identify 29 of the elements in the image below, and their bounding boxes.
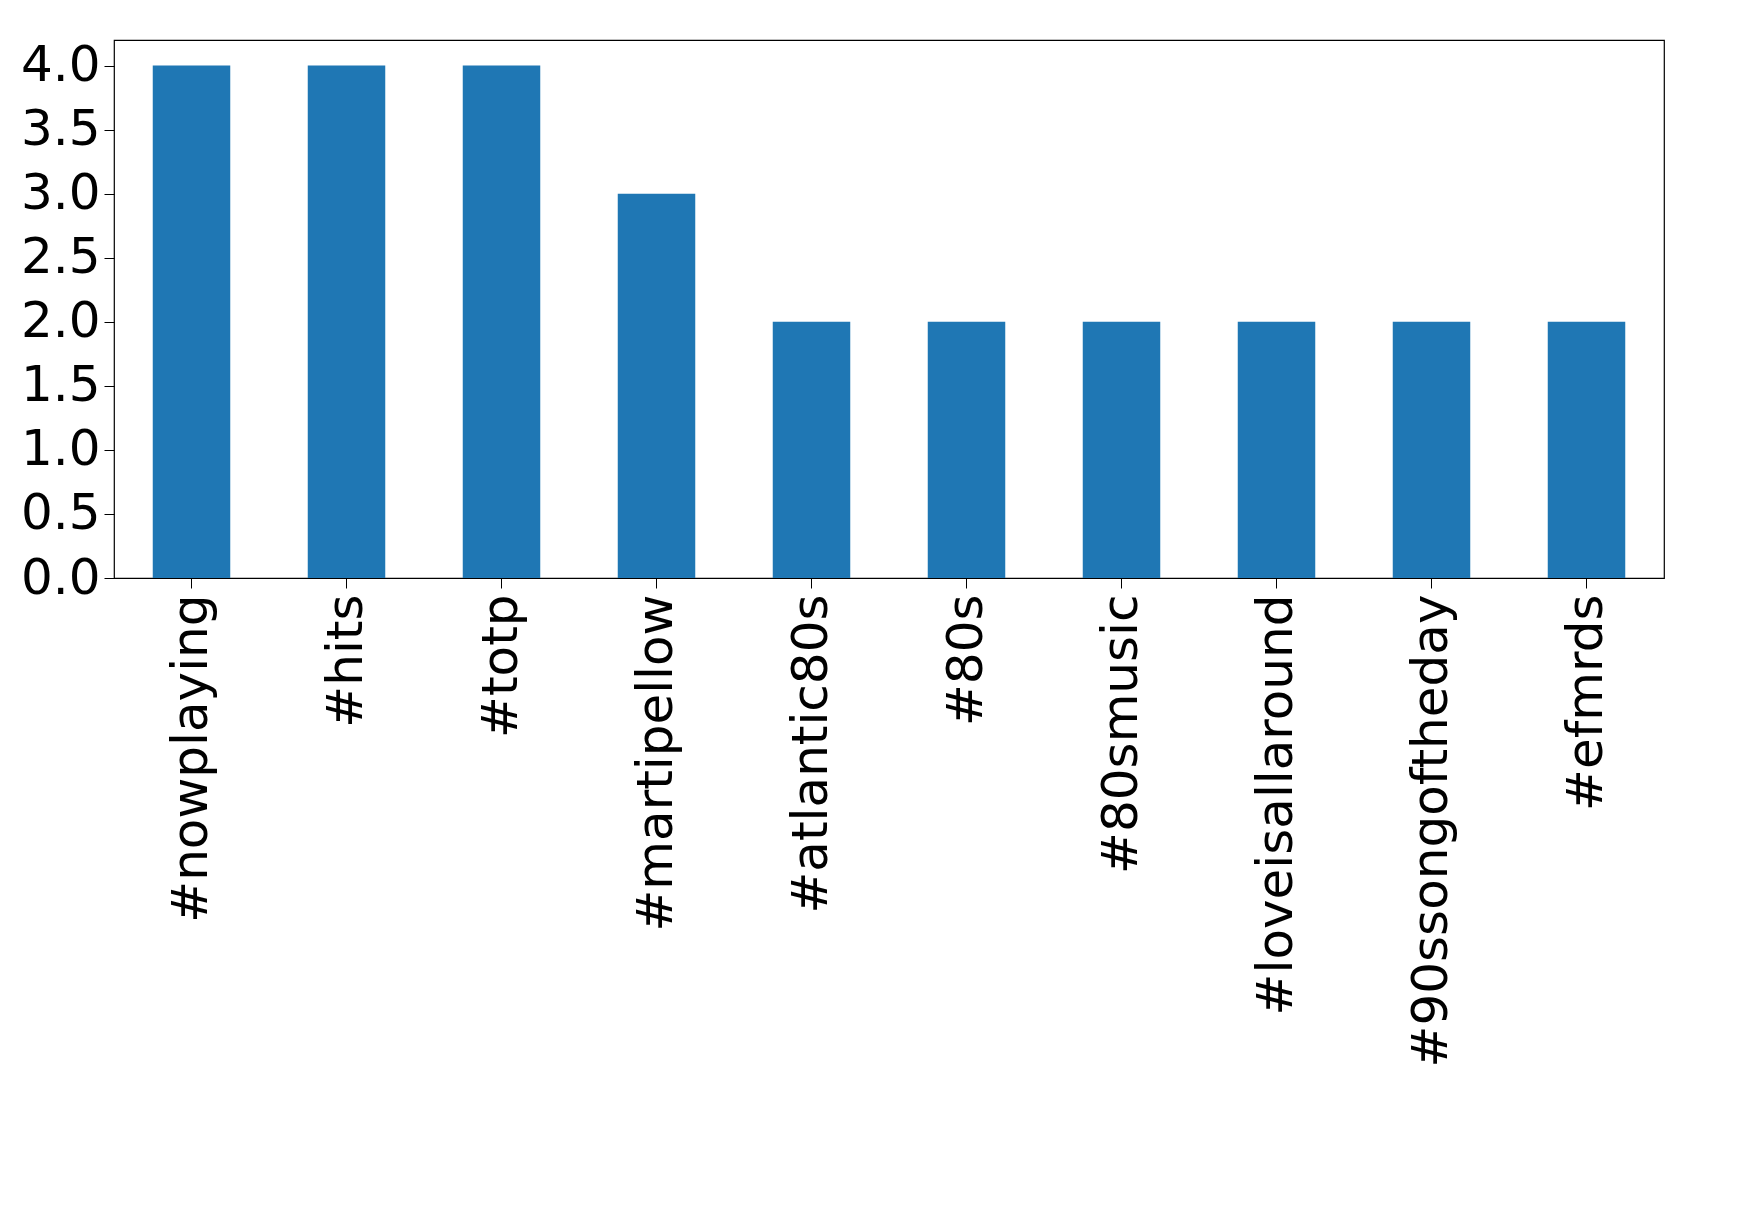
y-tick-label: 3.0 [20, 163, 101, 222]
bar [1547, 321, 1626, 578]
bar [772, 321, 851, 578]
y-tick-label: 0.0 [20, 547, 101, 606]
bar [1392, 321, 1471, 578]
bar [152, 65, 231, 578]
y-tick-label: 4.0 [20, 35, 101, 94]
x-tick-label: #loveisallaround [1245, 594, 1304, 1016]
bar [462, 65, 541, 578]
bar [617, 193, 696, 578]
y-tick-label: 2.0 [20, 291, 101, 350]
x-tick-label: #80s [935, 594, 994, 727]
bar [927, 321, 1006, 578]
x-tick-label: #80smusic [1090, 594, 1149, 874]
x-tick-label: #nowplaying [160, 594, 219, 923]
y-tick-label: 3.5 [20, 99, 101, 158]
x-tick-label: #hits [315, 594, 374, 728]
y-tick-label: 1.5 [20, 355, 101, 414]
x-tick-label: #efmrds [1555, 594, 1614, 811]
bar [1082, 321, 1161, 578]
x-tick-label: #90ssongoftheday [1400, 594, 1459, 1068]
y-tick-label: 0.5 [20, 483, 101, 542]
bar [1237, 321, 1316, 578]
x-tick-label: #martipellow [625, 594, 684, 932]
y-tick-label: 1.0 [20, 419, 101, 478]
x-tick-label: #totp [470, 594, 529, 738]
bar [307, 65, 386, 578]
y-tick-label: 2.5 [20, 227, 101, 286]
x-tick-label: #atlantic80s [780, 594, 839, 914]
